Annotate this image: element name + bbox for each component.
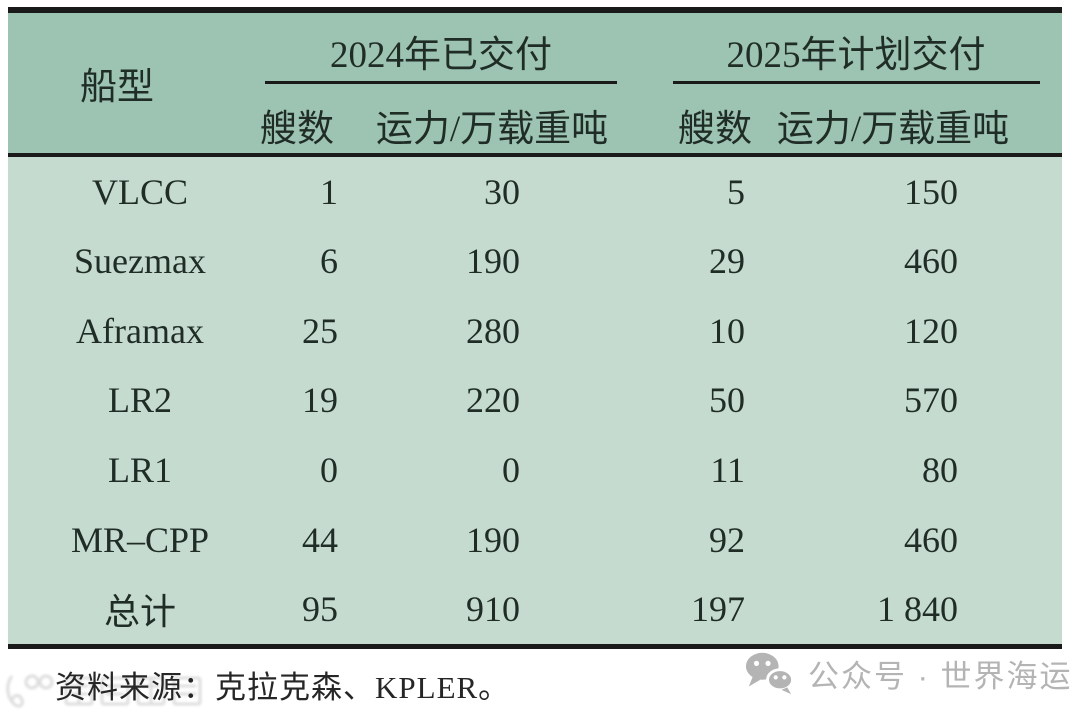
table-row-total: 总计 95 910 197 1 840 [8,574,1062,644]
ship-type-cell: Suezmax [74,241,206,282]
group-underline-2025 [673,81,1040,84]
capacity-2024-cell: 190 [466,241,520,282]
ship-type-cell: 总计 [103,592,176,633]
source-note: 资料来源：克拉克森、KPLER。 [55,670,511,705]
ships-2025-cell: 10 [709,310,745,351]
group-header-2025-planned: 2025年计划交付 [726,35,986,76]
ships-2025-cell: 11 [710,450,745,491]
corner-header-ship-type: 船型 [80,67,154,108]
ships-2024-cell: 6 [320,241,338,282]
capacity-2024-cell: 910 [466,589,520,630]
ships-2025-cell: 5 [727,171,745,212]
ships-2024-cell: 19 [302,380,338,421]
ships-2024-cell: 44 [302,519,338,560]
table-row: LR1 0 0 11 80 [8,435,1062,505]
ships-2024-cell: 25 [302,310,338,351]
ship-type-cell: Aframax [76,310,204,351]
capacity-2024-cell: 190 [466,519,520,560]
capacity-2025-cell: 570 [904,380,958,421]
subheader-2025-ships: 艘数 [678,109,752,150]
capacity-2024-cell: 280 [466,310,520,351]
table-row: VLCC 1 30 5 150 [8,157,1062,227]
capacity-2025-cell: 460 [904,241,958,282]
table-row: MR–CPP 44 190 92 460 [8,505,1062,575]
table-row: LR2 19 220 50 570 [8,366,1062,436]
capacity-2025-cell: 80 [922,450,958,491]
ships-2025-cell: 92 [709,519,745,560]
ships-2024-cell: 1 [320,171,338,212]
delivery-table: 船型 2024年已交付 2025年计划交付 艘数 运力/万载重吨 艘数 运力/万… [8,7,1062,649]
ship-type-cell: VLCC [91,171,188,212]
wechat-account-label: 公众号 · 世界海运 [808,658,1073,694]
capacity-2025-cell: 120 [904,310,958,351]
ships-2025-cell: 50 [709,380,745,421]
capacity-2024-cell: 30 [484,171,520,212]
capacity-2025-cell: 1 840 [877,589,958,630]
wechat-badge: 公众号 · 世界海运 [744,650,1073,696]
ship-type-cell: LR1 [107,450,172,491]
ship-type-cell: MR–CPP [70,519,210,560]
table-body: VLCC 1 30 5 150 Suezmax 6 190 29 460 Afr… [8,157,1062,649]
capacity-2025-cell: 460 [904,519,958,560]
ships-2025-cell: 197 [691,589,745,630]
ship-type-cell: LR2 [107,380,172,421]
ships-2024-cell: 95 [302,589,338,630]
subheader-2025-capacity: 运力/万载重吨 [776,109,1010,150]
subheader-2024-ships: 艘数 [260,109,334,150]
group-header-2024-delivered: 2024年已交付 [330,35,552,76]
capacity-2024-cell: 220 [466,380,520,421]
table-row: Suezmax 6 190 29 460 [8,227,1062,297]
capacity-2025-cell: 150 [904,171,958,212]
group-underline-2024 [265,81,617,84]
wechat-icon [744,650,794,696]
table-row: Aframax 25 280 10 120 [8,296,1062,366]
subheader-2024-capacity: 运力/万载重吨 [375,109,609,150]
table-header: 船型 2024年已交付 2025年计划交付 艘数 运力/万载重吨 艘数 运力/万… [8,7,1062,157]
capacity-2024-cell: 0 [502,450,520,491]
ships-2024-cell: 0 [320,450,338,491]
ships-2025-cell: 29 [709,241,745,282]
